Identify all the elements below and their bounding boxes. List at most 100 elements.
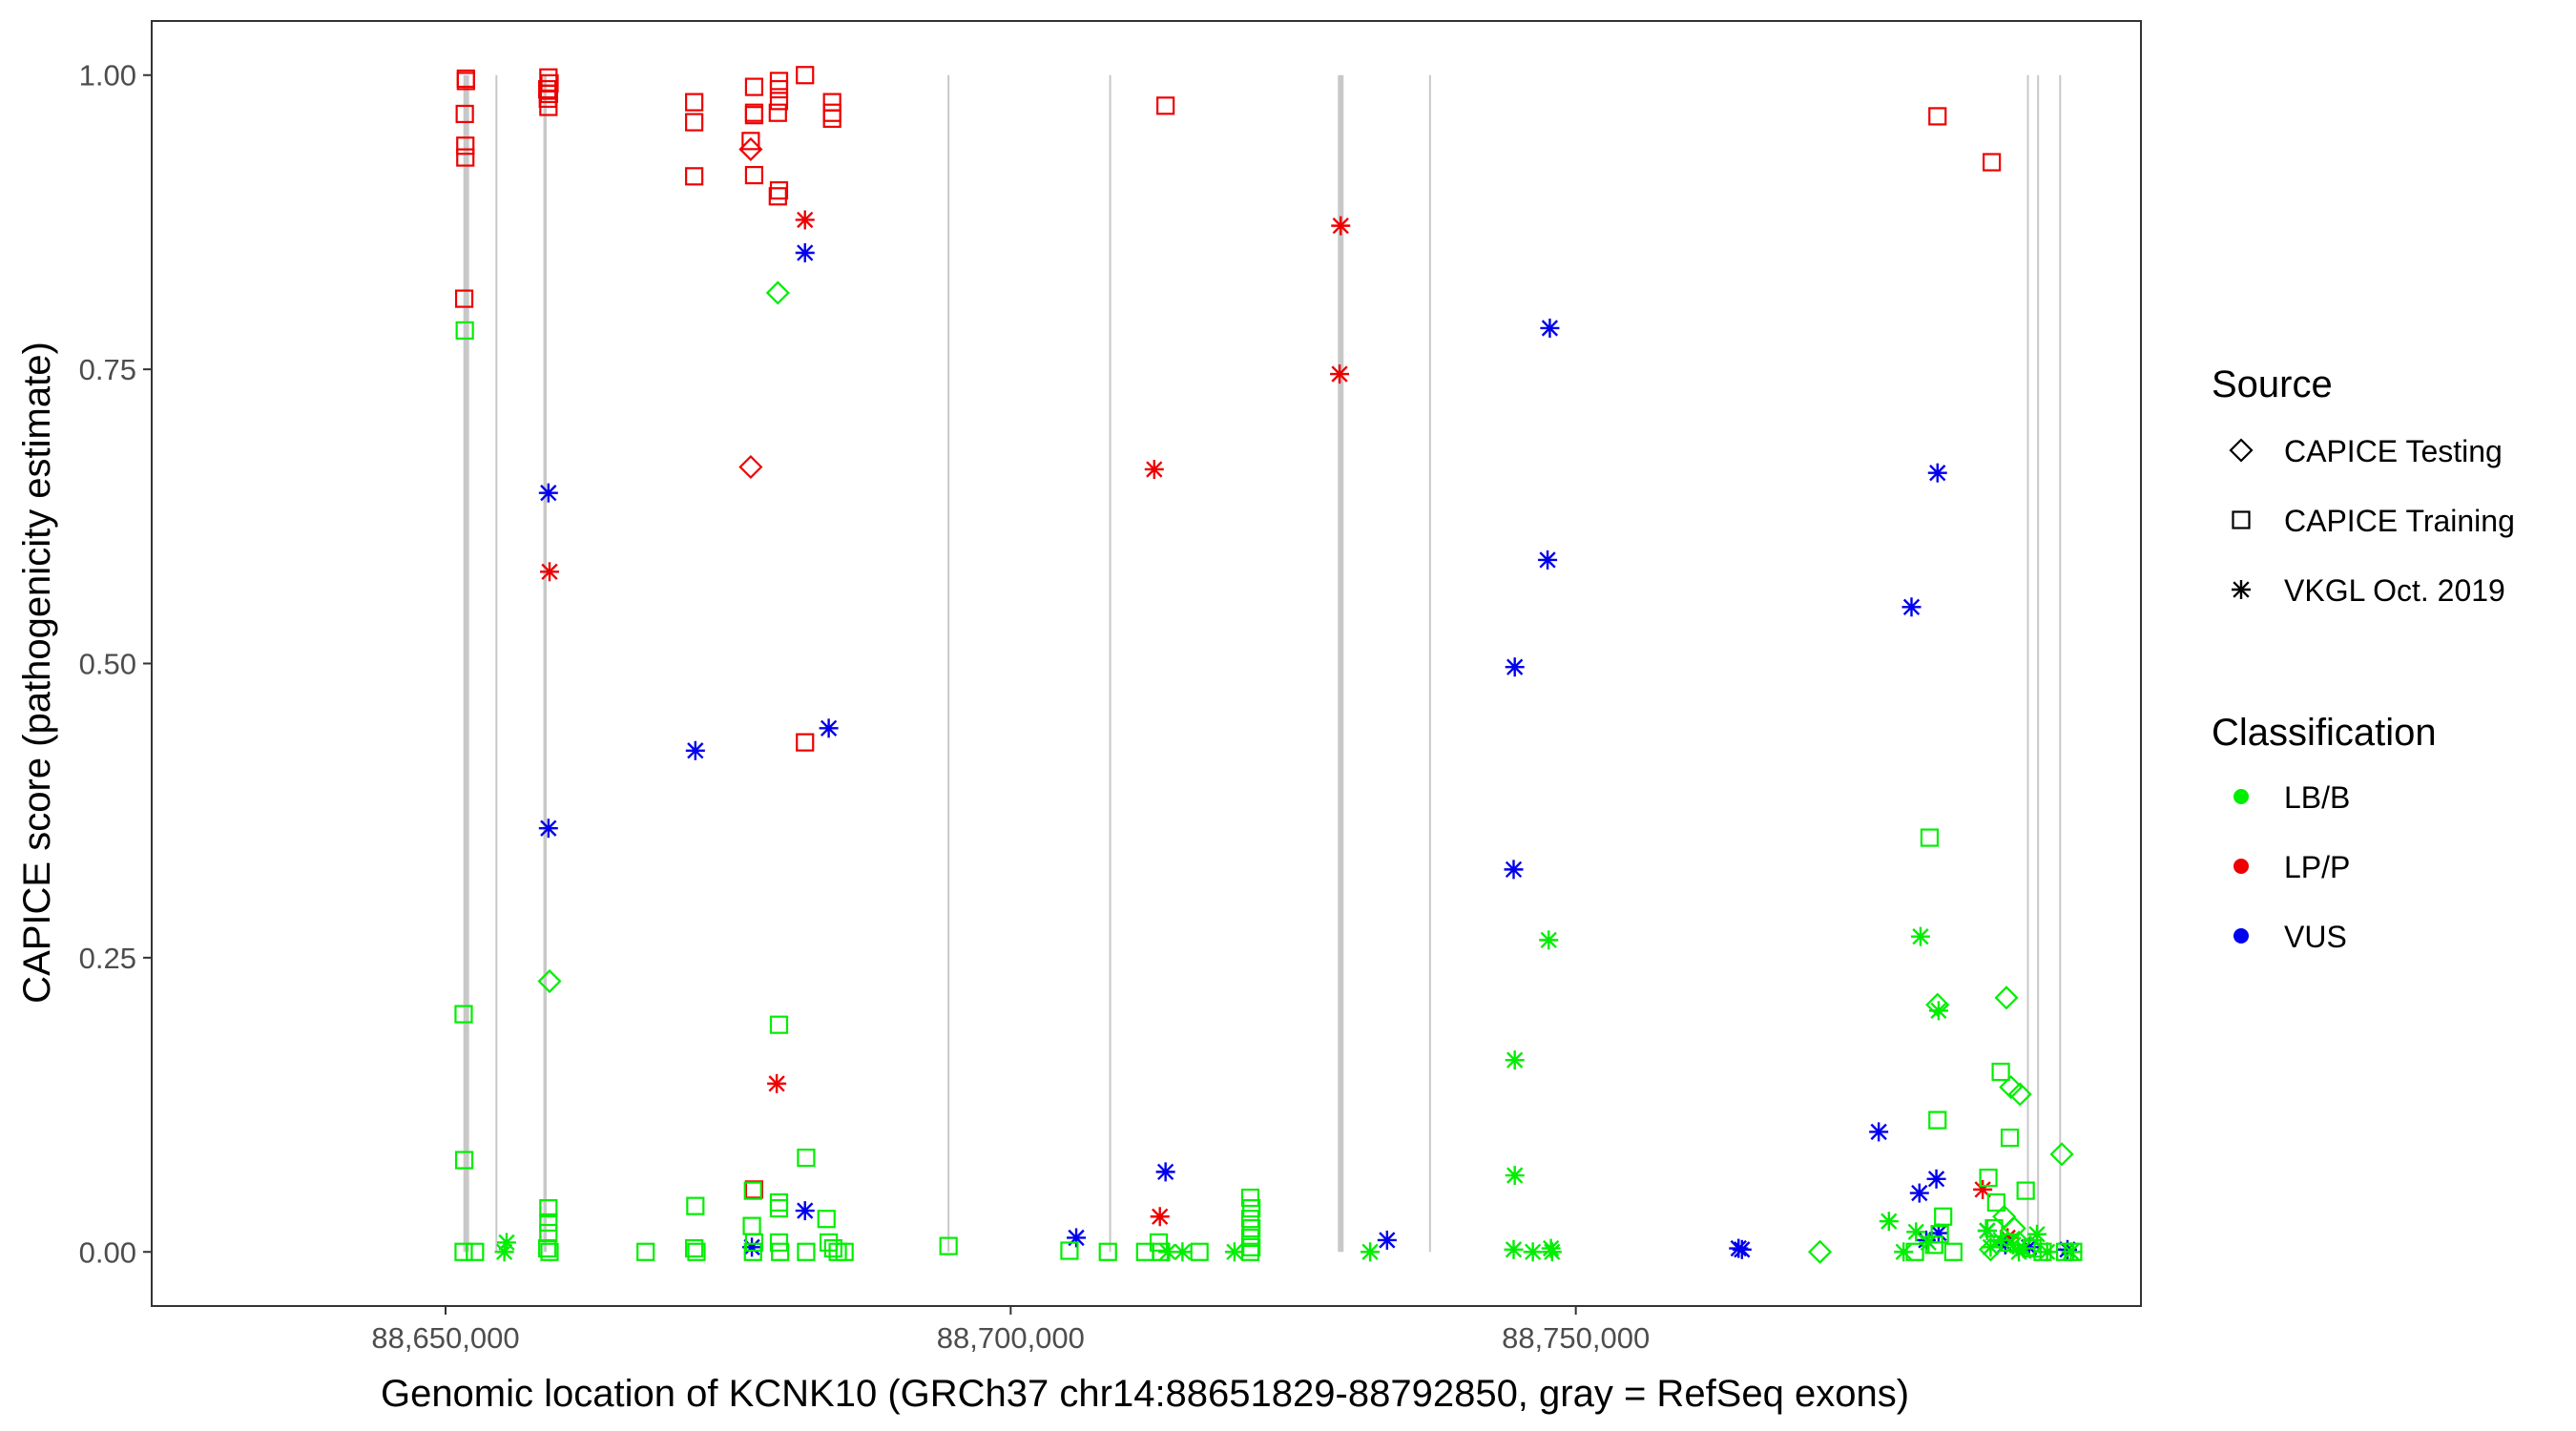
data-point [1242,1218,1261,1238]
data-point [769,1233,789,1252]
data-point [769,181,789,200]
data-point [744,165,764,185]
data-point [2049,1142,2074,1167]
series-LBB-asterisk [494,926,2081,1262]
legend-diamond-key [2229,438,2254,463]
data-point [1155,1162,1175,1182]
data-point [744,1233,764,1252]
y-axis: 0.00 0.25 0.50 0.75 1.00 [79,59,152,1269]
data-point [1505,657,1525,677]
data-point [822,109,841,128]
y-tick-label: 0.50 [79,648,136,681]
data-point [1504,1239,1524,1259]
data-point [939,1236,958,1255]
data-point [1098,1242,1117,1261]
data-point [685,93,704,112]
data-point [539,97,558,116]
data-point [1539,930,1559,950]
data-point [685,167,704,186]
data-point [1909,1183,1929,1203]
y-tick-label: 1.00 [79,59,136,93]
data-point [743,1242,762,1261]
data-point [817,1210,836,1229]
data-point [741,132,760,151]
data-point [744,106,764,125]
data-point [1981,1237,2001,1257]
data-point [454,1151,474,1170]
data-point [1973,1179,1993,1199]
data-point [1983,153,2002,172]
data-point [795,1201,815,1221]
data-point [1505,1050,1525,1070]
data-point [1894,1242,1914,1262]
data-point [768,187,787,206]
data-point [1926,1169,1946,1189]
legend-asterisk-key [2232,580,2251,599]
data-point [797,1148,816,1168]
data-point [797,1242,816,1261]
data-point [1173,1242,1193,1262]
data-point [455,321,474,341]
legend-color-key [2233,789,2249,804]
data-point [685,1238,704,1258]
data-point [1240,1188,1260,1208]
x-axis-label: Genomic location of KCNK10 (GRCh37 chr14… [381,1373,1909,1415]
x-tick-label: 88,700,000 [937,1321,1085,1355]
data-point [1331,216,1351,236]
data-point [1504,860,1524,880]
data-point [769,1015,789,1034]
data-point [1879,1212,1899,1232]
data-point [768,103,787,122]
data-point [1242,1237,1261,1256]
legend-source-label: CAPICE Training [2284,504,2515,538]
data-point [795,243,815,263]
y-tick-label: 0.75 [79,353,136,386]
data-point [2027,1224,2047,1244]
exon-lines [463,74,2062,1253]
legend-square-key [2232,510,2251,529]
data-point [685,740,705,760]
data-point [538,483,558,503]
data-point [1242,1199,1261,1218]
x-tick-label: 88,750,000 [1502,1321,1650,1355]
data-point [1934,1207,1953,1226]
data-point [455,104,474,124]
legend-color-key [2233,928,2249,944]
data-point [738,136,763,162]
data-point [2000,1129,2020,1148]
data-point [687,1242,706,1261]
data-point [1150,1207,1170,1227]
data-point [540,1242,559,1261]
data-point [454,289,474,308]
data-point [636,1242,655,1261]
data-point [1919,1233,1939,1253]
data-point [539,1199,558,1218]
data-point [456,148,475,167]
data-point [540,562,559,582]
data-point [1060,1241,1079,1260]
data-point [1979,1168,1998,1188]
data-point [1927,463,1947,483]
data-point [1906,1222,1926,1242]
data-point [1538,550,1558,570]
data-point [765,280,790,305]
data-point [1067,1228,1087,1248]
data-point [1928,1110,1947,1130]
data-point [454,1005,473,1024]
data-point [835,1242,854,1261]
data-point [1991,1062,2010,1082]
data-point [819,718,839,738]
data-point [743,1181,762,1200]
data-point [1729,1238,1749,1258]
data-point [2037,1242,2057,1262]
data-point [1986,1192,2005,1213]
data-point [769,1199,789,1218]
data-point [1977,1221,1997,1241]
data-point [1943,1242,1963,1261]
data-point [795,210,815,230]
data-point [744,77,764,96]
data-point [1869,1122,1889,1142]
data-points [454,66,2083,1264]
data-point [2016,1181,2035,1200]
data-point [1224,1242,1244,1262]
